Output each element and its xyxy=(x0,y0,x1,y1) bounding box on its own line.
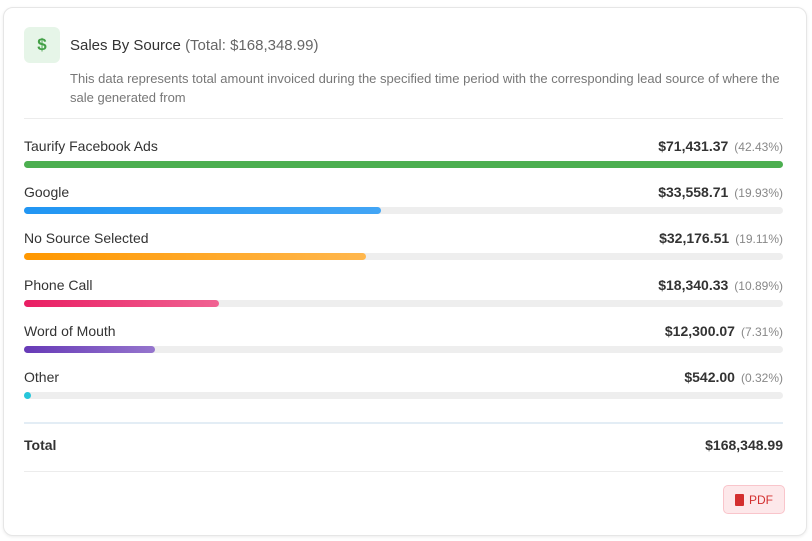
source-value: $33,558.71 (19.93%) xyxy=(658,184,783,200)
pdf-export-button[interactable]: PDF xyxy=(723,485,785,514)
progress-track xyxy=(24,299,783,307)
total-row: Total $168,348.99 xyxy=(24,437,783,453)
card-title: Sales By Source (Total: $168,348.99) xyxy=(70,37,319,54)
source-row: No Source Selected $32,176.51 (19.11%) xyxy=(24,230,783,270)
sales-by-source-card: $ Sales By Source (Total: $168,348.99) T… xyxy=(3,7,807,536)
source-label: Other xyxy=(24,369,60,385)
source-row: Word of Mouth $12,300.07 (7.31%) xyxy=(24,323,783,363)
source-amount: $542.00 xyxy=(684,369,735,385)
divider xyxy=(24,422,783,424)
divider xyxy=(24,471,783,472)
source-value: $32,176.51 (19.11%) xyxy=(659,230,783,246)
progress-fill xyxy=(24,253,366,261)
source-row: Taurify Facebook Ads $71,431.37 (42.43%) xyxy=(24,138,783,178)
source-amount: $12,300.07 xyxy=(664,322,735,339)
source-label: Phone Call xyxy=(24,276,93,293)
source-amount: $32,176.51 xyxy=(659,230,730,247)
source-amount: $18,340.33 xyxy=(658,276,729,293)
pdf-file-icon xyxy=(735,493,744,506)
source-percent: (19.93%) xyxy=(734,186,783,201)
title-text: Sales By Source xyxy=(70,37,181,54)
source-percent: (7.31%) xyxy=(740,324,783,339)
source-row: Other $542.00 (0.32%) xyxy=(24,369,783,409)
divider xyxy=(24,118,783,119)
source-row: Phone Call $18,340.33 (10.89%) xyxy=(24,277,783,317)
source-value: $18,340.33 (10.89%) xyxy=(658,277,783,293)
progress-fill xyxy=(24,161,783,168)
source-percent: (10.89%) xyxy=(734,278,783,293)
source-amount: $71,431.37 xyxy=(658,138,729,154)
source-percent: (19.11%) xyxy=(735,232,783,247)
source-value: $71,431.37 (42.43%) xyxy=(658,138,783,154)
source-label: No Source Selected xyxy=(24,230,149,247)
progress-fill xyxy=(24,207,381,215)
source-amount: $33,558.71 xyxy=(658,184,729,201)
source-label: Taurify Facebook Ads xyxy=(24,138,158,154)
source-label: Google xyxy=(24,184,70,201)
source-percent: (42.43%) xyxy=(734,140,783,154)
card-description: This data represents total amount invoic… xyxy=(70,71,780,105)
progress-track xyxy=(24,161,783,168)
source-label: Word of Mouth xyxy=(24,322,116,339)
total-value: $168,348.99 xyxy=(705,437,783,453)
progress-fill xyxy=(24,392,31,399)
pdf-label: PDF xyxy=(749,492,773,507)
dollar-icon: $ xyxy=(24,27,60,63)
total-label: Total xyxy=(24,437,57,453)
progress-track xyxy=(24,345,783,353)
source-percent: (0.32%) xyxy=(740,371,783,385)
title-total: (Total: $168,348.99) xyxy=(185,37,319,54)
source-value: $542.00 (0.32%) xyxy=(684,369,783,385)
progress-track xyxy=(24,207,783,215)
progress-fill xyxy=(24,299,219,307)
source-value: $12,300.07 (7.31%) xyxy=(665,323,783,339)
source-row: Google $33,558.71 (19.93%) xyxy=(24,184,783,224)
progress-track xyxy=(24,392,783,399)
progress-fill xyxy=(24,345,155,353)
progress-track xyxy=(24,253,783,261)
